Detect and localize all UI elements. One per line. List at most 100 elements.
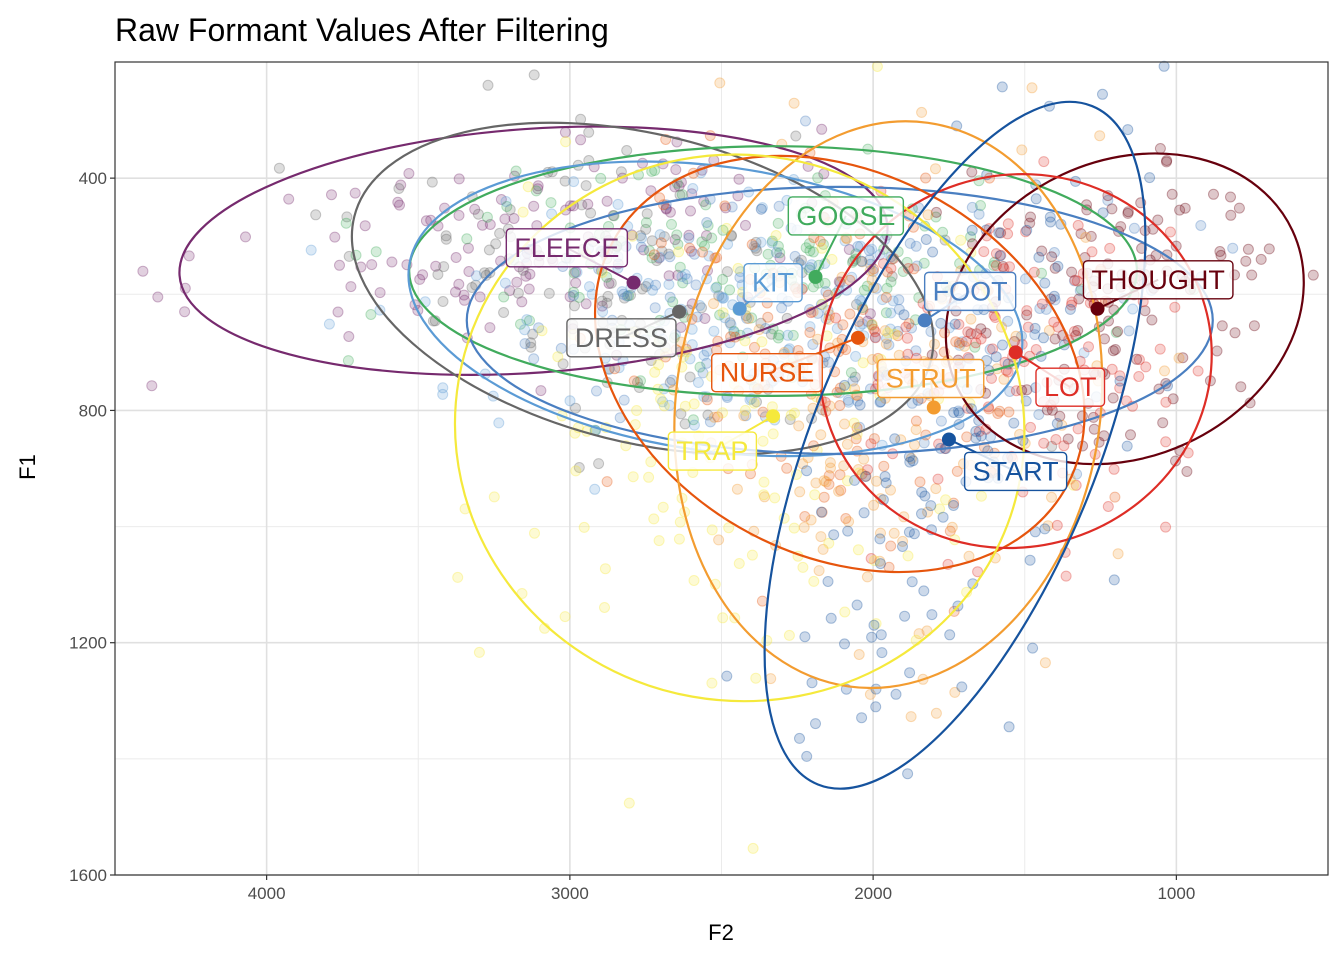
point-kit-43 bbox=[831, 323, 843, 335]
label-text-foot: FOOT bbox=[933, 276, 1008, 306]
point-strut-0 bbox=[1173, 352, 1185, 364]
point-foot-131 bbox=[1029, 329, 1041, 341]
point-dress-86 bbox=[557, 358, 569, 370]
point-lot-59 bbox=[970, 337, 982, 349]
point-trap-6 bbox=[857, 357, 869, 369]
point-kit-96 bbox=[1078, 347, 1090, 359]
point-dress-138 bbox=[583, 126, 595, 138]
point-foot-19 bbox=[681, 273, 693, 285]
point-goose-127 bbox=[728, 325, 740, 337]
point-dress-109 bbox=[675, 408, 687, 420]
point-nurse-6 bbox=[719, 200, 731, 212]
point-dress-103 bbox=[596, 295, 608, 307]
point-fleece-126 bbox=[137, 265, 149, 277]
point-strut-30 bbox=[998, 373, 1010, 385]
point-trap-109 bbox=[688, 575, 700, 586]
point-start-42 bbox=[1033, 251, 1045, 263]
point-thought-30 bbox=[980, 327, 992, 339]
point-fleece-13 bbox=[450, 252, 462, 263]
point-trap-38 bbox=[785, 409, 797, 421]
point-lot-131 bbox=[830, 312, 842, 324]
point-foot-136 bbox=[842, 394, 854, 406]
point-thought-104 bbox=[1107, 345, 1119, 357]
point-trap-98 bbox=[717, 407, 728, 419]
point-dress-131 bbox=[525, 337, 537, 349]
point-nurse-11 bbox=[628, 375, 640, 387]
point-foot-23 bbox=[1123, 325, 1135, 337]
point-start-40 bbox=[876, 647, 888, 659]
point-start-25 bbox=[1114, 375, 1126, 387]
point-fleece-30 bbox=[663, 270, 675, 282]
point-start-45 bbox=[1097, 88, 1108, 100]
point-nurse-107 bbox=[992, 408, 1004, 419]
point-start-122 bbox=[897, 541, 908, 552]
label-text-goose: GOOSE bbox=[796, 201, 895, 231]
point-lot-107 bbox=[1106, 363, 1118, 375]
point-dress-63 bbox=[625, 289, 636, 301]
point-kit-97 bbox=[589, 483, 601, 495]
point-nurse-130 bbox=[994, 405, 1006, 417]
point-lot-35 bbox=[865, 553, 877, 564]
point-thought-46 bbox=[1025, 211, 1036, 223]
label-text-nurse: NURSE bbox=[720, 358, 815, 388]
point-strut-5 bbox=[813, 565, 825, 577]
point-dress-15 bbox=[765, 328, 777, 340]
point-trap-26 bbox=[733, 558, 745, 569]
point-goose-16 bbox=[481, 211, 493, 223]
point-start-47 bbox=[937, 511, 949, 523]
point-fleece-18 bbox=[359, 220, 371, 232]
point-lot-72 bbox=[990, 260, 1002, 272]
point-start-27 bbox=[828, 529, 840, 541]
point-start-133 bbox=[875, 558, 886, 570]
point-nurse-108 bbox=[814, 235, 826, 247]
point-strut-64 bbox=[810, 477, 822, 489]
point-trap-42 bbox=[655, 393, 667, 405]
y-axis-title: F1 bbox=[15, 454, 40, 480]
point-thought-6 bbox=[930, 206, 942, 218]
point-goose-62 bbox=[501, 201, 513, 212]
point-kit-30 bbox=[584, 281, 595, 293]
point-strut-89 bbox=[788, 97, 800, 109]
point-strut-60 bbox=[922, 209, 934, 221]
point-thought-15 bbox=[1166, 188, 1178, 200]
point-nurse-115 bbox=[944, 525, 956, 537]
point-fleece-83 bbox=[477, 219, 488, 231]
point-thought-55 bbox=[1152, 214, 1164, 226]
point-dress-132 bbox=[641, 208, 653, 220]
point-strut-103 bbox=[868, 499, 880, 511]
point-lot-15 bbox=[1071, 275, 1083, 287]
point-foot-60 bbox=[906, 397, 918, 409]
label-box-dress bbox=[566, 318, 677, 358]
point-strut-69 bbox=[853, 649, 865, 660]
point-strut-20 bbox=[879, 325, 891, 337]
point-lot-118 bbox=[1036, 298, 1048, 310]
point-goose-85 bbox=[804, 245, 816, 257]
point-foot-8 bbox=[865, 258, 876, 270]
point-strut-25 bbox=[815, 429, 827, 441]
point-thought-51 bbox=[1235, 381, 1247, 393]
point-trap-28 bbox=[631, 405, 643, 416]
point-strut-42 bbox=[817, 543, 829, 555]
point-strut-2 bbox=[930, 163, 941, 175]
point-strut-73 bbox=[888, 527, 900, 539]
point-start-116 bbox=[1108, 574, 1120, 586]
point-fleece-129 bbox=[508, 213, 520, 224]
point-trap-100 bbox=[643, 471, 655, 483]
point-lot-20 bbox=[1133, 371, 1145, 382]
point-fleece-113 bbox=[601, 195, 613, 207]
point-kit-41 bbox=[647, 284, 658, 296]
point-dress-120 bbox=[437, 296, 449, 307]
point-strut-6 bbox=[1159, 365, 1170, 377]
point-foot-24 bbox=[1034, 303, 1046, 314]
point-lot-26 bbox=[1169, 301, 1181, 313]
point-kit-105 bbox=[499, 277, 511, 289]
point-trap-52 bbox=[840, 381, 852, 393]
point-foot-50 bbox=[1195, 220, 1207, 231]
point-dress-49 bbox=[636, 283, 648, 295]
point-goose-104 bbox=[772, 217, 784, 229]
point-kit-31 bbox=[710, 282, 722, 294]
point-start-126 bbox=[903, 451, 915, 463]
point-goose-126 bbox=[702, 220, 714, 232]
point-fleece-58 bbox=[462, 242, 474, 254]
point-strut-39 bbox=[820, 476, 832, 488]
